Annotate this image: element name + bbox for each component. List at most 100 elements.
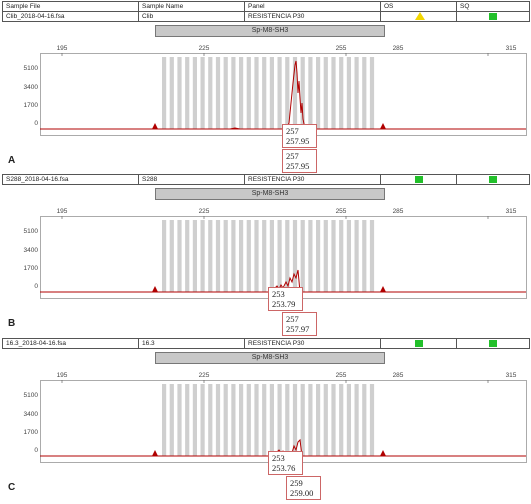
allele-bin [269,384,274,456]
allele-bin [169,220,174,292]
panel-cell: RESISTENCIA P30 [245,12,381,21]
y-tick-label: 0 [34,120,38,127]
allele-bin [246,384,251,456]
allele-bin [223,384,228,456]
y-tick-label: 5100 [23,228,38,235]
allele-bin [316,384,321,456]
y-tick-label: 0 [34,447,38,454]
panel-cell: RESISTENCIA P30 [245,175,381,184]
x-tick-label: 255 [335,208,347,215]
y-tick-label: 5100 [23,392,38,399]
allele-bin [346,57,351,129]
panel-cell: RESISTENCIA P30 [245,339,381,348]
sample-row[interactable]: S288_2018-04-16.fsa S288 RESISTENCIA P30 [2,174,530,185]
allele-bin [215,57,221,129]
marker-bar[interactable]: Sp-M8-SH3 [155,25,385,37]
allele-call-label[interactable]: 257 257.95 [282,149,317,173]
x-tick-label: 315 [505,372,517,379]
electropherogram-plot[interactable] [40,380,528,464]
allele-bin [208,384,213,456]
pass-square-icon[interactable] [489,13,497,20]
sq-status-cell [457,175,529,184]
allele-bin [331,220,336,292]
pass-square-icon[interactable] [414,176,423,183]
col-sq[interactable]: SQ [460,3,470,10]
allele-bin [269,220,274,292]
allele-bin [239,57,244,129]
bin-boundary-marker [380,450,386,456]
x-tick-label: 255 [335,372,347,379]
allele-bin [215,384,221,456]
allele-call-label[interactable]: 253 253.76 [268,451,303,475]
allele-bin [246,220,251,292]
allele-bin [185,57,190,129]
allele-bin [231,57,236,129]
marker-bar[interactable]: Sp-M8-SH3 [155,352,385,364]
allele-bin [208,57,213,129]
allele-call-label[interactable]: 259 259.00 [286,476,321,500]
x-tick-label: 195 [56,208,68,215]
y-tick-label: 3400 [23,411,38,418]
sample-row[interactable]: Clib_2018-04-16.fsa Clib RESISTENCIA P30 [2,11,530,22]
allele-bin [339,384,344,456]
allele-bin [285,384,290,456]
allele-bin [254,220,259,292]
allele-bin [308,220,313,292]
y-tick-label: 1700 [23,429,38,436]
col-sample-name[interactable]: Sample Name [139,2,245,11]
allele-bin [177,220,182,292]
allele-bin [308,384,313,456]
x-tick-label: 315 [505,45,517,52]
allele-call-label[interactable]: 257 257.95 [282,124,317,148]
os-status-cell [381,12,457,21]
sample-name-cell: 16.3 [139,339,245,348]
allele-value: 253 [272,289,285,299]
electropherogram-plot[interactable] [40,53,528,137]
allele-value: 259 [290,478,303,488]
allele-bin [369,220,375,292]
allele-bin [331,384,336,456]
x-tick-label: 195 [56,45,68,52]
allele-bin [285,220,290,292]
allele-bin [369,57,375,129]
pass-square-icon[interactable] [414,340,423,347]
allele-bin [177,57,182,129]
sample-row[interactable]: 16.3_2018-04-16.fsa 16.3 RESISTENCIA P30 [2,338,530,349]
allele-bin [323,384,328,456]
size-value: 257.95 [286,161,310,171]
allele-bin [169,384,174,456]
marker-bar[interactable]: Sp-M8-SH3 [155,188,385,200]
allele-bin [316,220,321,292]
sq-status-cell [457,12,529,21]
panel-letter: C [8,482,16,493]
sq-status-cell [457,339,529,348]
allele-bin [223,220,228,292]
allele-bin [200,220,205,292]
col-panel[interactable]: Panel [245,2,381,11]
sample-name-cell: S288 [139,175,245,184]
y-tick-label: 3400 [23,247,38,254]
electropherogram-plot[interactable] [40,216,528,300]
allele-call-label[interactable]: 253 253.79 [268,287,303,311]
allele-call-label[interactable]: 257 257.97 [282,312,317,336]
allele-bin [277,220,282,292]
allele-bin [254,384,259,456]
allele-bin [346,220,351,292]
allele-bin [300,57,305,129]
col-sample-file[interactable]: Sample File [3,2,139,11]
bin-boundary-marker [152,123,158,129]
allele-bin [354,220,359,292]
allele-bin [192,384,197,456]
bin-boundary-marker [380,123,386,129]
allele-bin [292,57,298,129]
allele-bin [177,384,182,456]
allele-bin [316,57,321,129]
warning-triangle-icon[interactable] [414,12,425,20]
pass-square-icon[interactable] [489,176,497,183]
size-value: 253.76 [272,463,296,473]
pass-square-icon[interactable] [489,340,497,347]
col-os[interactable]: OS [381,2,457,11]
allele-bin [292,384,298,456]
allele-bin [185,384,190,456]
allele-bin [308,57,313,129]
